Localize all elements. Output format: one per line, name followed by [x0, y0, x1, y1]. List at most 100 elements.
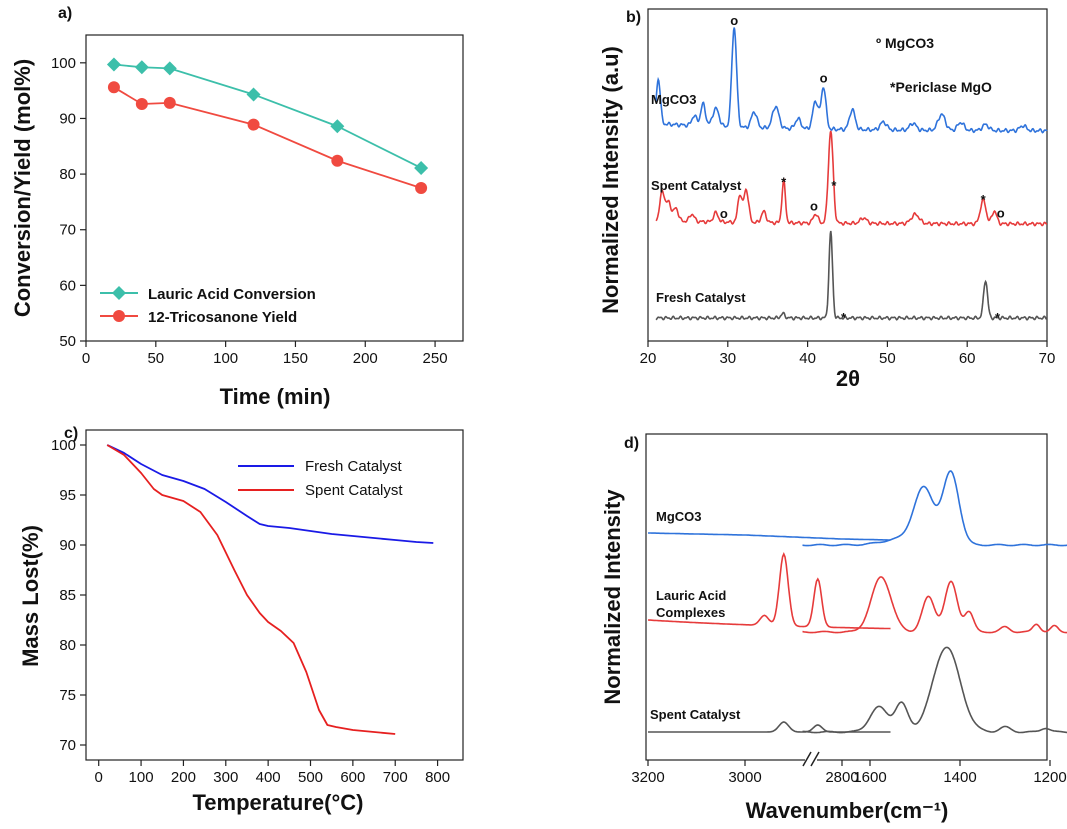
panel-d-x-title: Wavenumber(cm⁻¹): [746, 798, 949, 823]
ftir-curve-right: [802, 470, 1067, 547]
x-tick-label: 40: [799, 350, 816, 367]
peak-marker: o: [730, 13, 738, 28]
curve-label: Fresh Catalyst: [656, 290, 746, 305]
panel-a-y-axis: 50 60 70 80 90 100: [51, 55, 86, 350]
panel-c-y-title: Mass Lost(%): [18, 525, 43, 667]
peak-marker: *: [995, 310, 1001, 325]
x-tick-label: 200: [353, 350, 378, 367]
data-point-circle: [415, 182, 428, 194]
y-tick-label: 70: [59, 222, 76, 239]
peak-marker: *: [981, 192, 987, 207]
panel-b-plot-frame: [647, 8, 1048, 342]
x-tick-label: 800: [425, 769, 450, 786]
panel-b-curve-labels: MgCO3 Spent Catalyst Fresh Catalyst: [651, 92, 746, 305]
x-tick-label: 300: [213, 769, 238, 786]
panel-a-conversion-chart: a) 0 50 100 150 200 250 50 60 70 80 90 100 Time (m…: [10, 5, 464, 409]
x-tick-label: 1600: [853, 769, 886, 786]
peak-marker: *: [781, 175, 787, 190]
xrd-curve: [655, 27, 1048, 134]
panel-a-y-title: Conversion/Yield (mol%): [10, 59, 35, 317]
peak-marker: *: [841, 310, 847, 325]
data-point-diamond: [106, 57, 121, 72]
panel-b-note-mgco3: º MgCO3: [876, 35, 934, 51]
curve-label: Spent Catalyst: [651, 178, 742, 193]
x-tick-label: 20: [640, 350, 657, 367]
axis-break-icon: [802, 751, 820, 768]
panel-c-y-axis: 70 75 80 85 90 95 100: [51, 437, 86, 754]
panel-a-label: a): [58, 5, 72, 22]
series-line: [113, 86, 422, 189]
x-tick-label: 0: [82, 350, 90, 367]
panel-c-tga-chart: c) 0 100 200 300 400 500 600 700 800 70 75 80 85 90 9…: [18, 425, 464, 815]
data-point-diamond: [246, 87, 261, 102]
ftir-curve-right: [802, 646, 1067, 734]
panel-b-y-title: Normalized Intensity (a.u): [598, 46, 623, 314]
data-point-diamond: [134, 60, 149, 75]
panel-d-plot-frame: [645, 433, 1048, 761]
ftir-curve-left: [648, 532, 891, 541]
peak-marker: *: [831, 178, 837, 193]
x-tick-label: 50: [879, 350, 896, 367]
series-line: [113, 63, 422, 169]
legend-label-fresh: Fresh Catalyst: [305, 458, 403, 475]
x-tick-label: 60: [959, 350, 976, 367]
data-point-circle: [331, 154, 344, 167]
tga-curve: [106, 444, 396, 735]
data-point-diamond: [162, 61, 177, 76]
panel-c-series: [106, 444, 434, 735]
panel-a-x-title: Time (min): [220, 384, 331, 409]
tga-curve: [106, 444, 434, 544]
panel-d-series: [647, 470, 1067, 734]
panel-b-xrd-chart: b) 20 30 40 50 60 70 MgCO3 Spent Catalyst Fresh…: [598, 8, 1055, 391]
x-tick-label: 3000: [728, 769, 761, 786]
legend-label-yield: 12-Tricosanone Yield: [148, 309, 297, 326]
panel-d-curve-labels: MgCO3 Lauric Acid Complexes Spent Catalyst: [650, 509, 741, 722]
data-point-diamond: [330, 119, 345, 134]
x-tick-label: 600: [340, 769, 365, 786]
panel-d-x-axis: 3200300028001600140012001000: [631, 760, 1067, 786]
panel-a-plot-frame: [85, 34, 464, 342]
curve-label: MgCO3: [656, 509, 702, 524]
y-tick-label: 75: [59, 687, 76, 704]
peak-marker: o: [810, 199, 818, 214]
data-point-circle: [135, 97, 148, 110]
panel-b-peak-markers: o o * * o o * o * *: [720, 13, 1005, 325]
y-tick-label: 80: [59, 166, 76, 183]
panel-c-legend: Fresh Catalyst Spent Catalyst: [238, 458, 403, 499]
curve-label-lauric: Lauric Acid Complexes: [656, 588, 726, 620]
x-tick-label: 100: [213, 350, 238, 367]
panel-c-label: c): [64, 425, 78, 442]
panel-a-x-axis: 0 50 100 150 200 250: [82, 341, 448, 367]
x-tick-label: 200: [171, 769, 196, 786]
y-tick-label: 70: [59, 737, 76, 754]
curve-label: Spent Catalyst: [650, 707, 741, 722]
peak-marker: o: [820, 71, 828, 86]
panel-b-label: b): [626, 9, 641, 26]
y-tick-label: 100: [51, 437, 76, 454]
peak-marker: o: [997, 206, 1005, 221]
panel-b-series: [655, 27, 1048, 321]
y-tick-label: 100: [51, 55, 76, 72]
data-point-circle: [163, 96, 176, 109]
panel-d-label: d): [624, 435, 639, 452]
x-tick-label: 700: [383, 769, 408, 786]
y-tick-label: 95: [59, 487, 76, 504]
y-tick-label: 60: [59, 277, 76, 294]
data-point-diamond: [414, 160, 429, 175]
x-tick-label: 150: [283, 350, 308, 367]
peak-marker: o: [720, 206, 728, 221]
panel-c-x-title: Temperature(°C): [193, 790, 364, 815]
y-tick-label: 50: [59, 333, 76, 350]
x-tick-label: 250: [423, 350, 448, 367]
y-tick-label: 80: [59, 637, 76, 654]
panel-d-ftir-chart: d) 3200300028001600140012001000 MgCO3Lau…: [600, 433, 1067, 823]
panel-b-note-periclase: *Periclase MgO: [890, 79, 992, 95]
legend-label-spent: Spent Catalyst: [305, 482, 403, 499]
panel-b-x-title: 2θ: [836, 366, 860, 391]
x-tick-label: 0: [95, 769, 103, 786]
ftir-curve-left: [647, 552, 891, 630]
x-tick-label: 100: [129, 769, 154, 786]
legend-label-conversion: Lauric Acid Conversion: [148, 286, 316, 303]
x-tick-label: 3200: [631, 769, 664, 786]
